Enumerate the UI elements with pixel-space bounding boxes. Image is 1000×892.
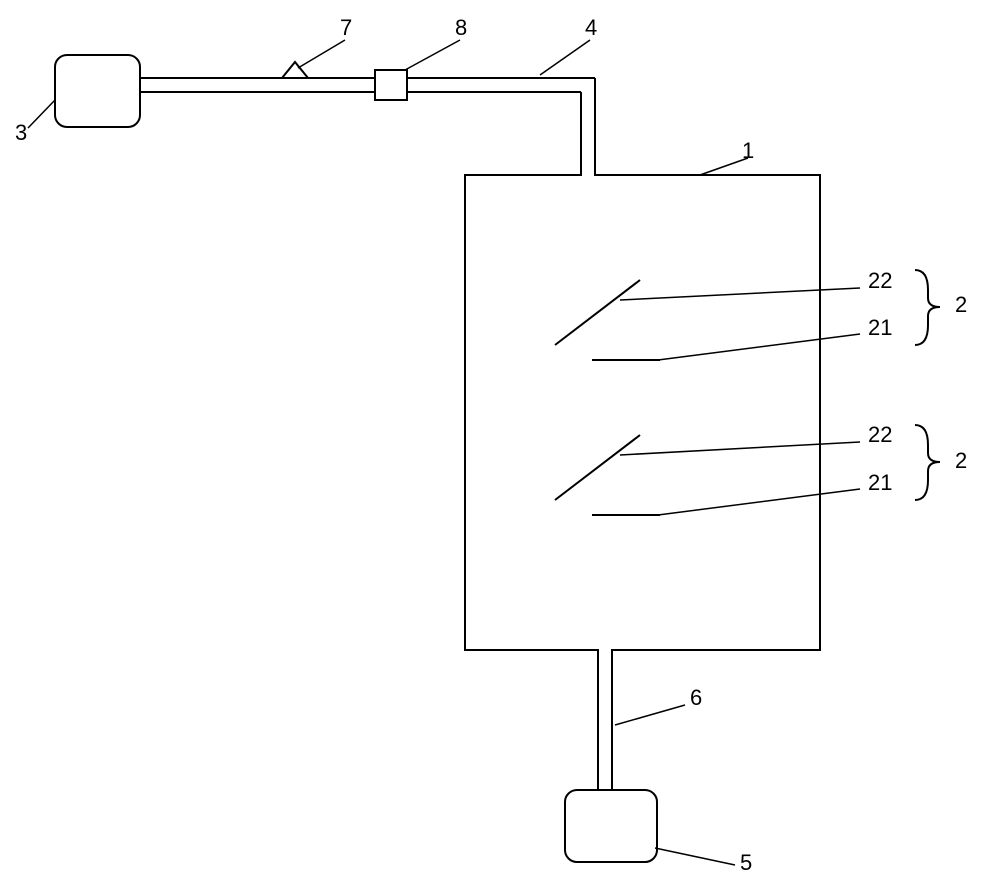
leader-21b bbox=[658, 489, 860, 515]
brace-1 bbox=[915, 270, 940, 345]
leader-8 bbox=[405, 40, 460, 70]
box-8 bbox=[375, 70, 407, 100]
diagram-svg bbox=[0, 0, 1000, 887]
label-5: 5 bbox=[740, 850, 752, 876]
inner-slash-2 bbox=[555, 435, 640, 500]
leader-6 bbox=[615, 705, 685, 725]
leader-22b bbox=[620, 442, 860, 455]
box-3 bbox=[55, 55, 140, 127]
leader-3 bbox=[28, 100, 55, 128]
label-1: 1 bbox=[742, 138, 754, 164]
label-2a: 2 bbox=[955, 292, 967, 318]
label-21a: 21 bbox=[868, 315, 892, 341]
diagram-container: 7 8 4 3 1 5 6 22 21 22 21 2 2 bbox=[0, 0, 1000, 887]
label-8: 8 bbox=[455, 15, 467, 41]
leader-22a bbox=[620, 288, 860, 300]
leader-5 bbox=[655, 848, 735, 865]
label-7: 7 bbox=[340, 15, 352, 41]
leader-1 bbox=[700, 158, 748, 175]
label-21b: 21 bbox=[868, 470, 892, 496]
leader-7 bbox=[298, 40, 345, 68]
leader-4 bbox=[540, 40, 590, 75]
label-2b: 2 bbox=[955, 448, 967, 474]
main-rectangle bbox=[465, 175, 820, 650]
brace-2 bbox=[915, 425, 940, 500]
label-22b: 22 bbox=[868, 422, 892, 448]
label-4: 4 bbox=[585, 15, 597, 41]
box-5 bbox=[565, 790, 657, 862]
label-22a: 22 bbox=[868, 268, 892, 294]
inner-slash-1 bbox=[555, 280, 640, 345]
label-3: 3 bbox=[15, 120, 27, 146]
leader-21a bbox=[658, 334, 860, 360]
label-6: 6 bbox=[690, 685, 702, 711]
